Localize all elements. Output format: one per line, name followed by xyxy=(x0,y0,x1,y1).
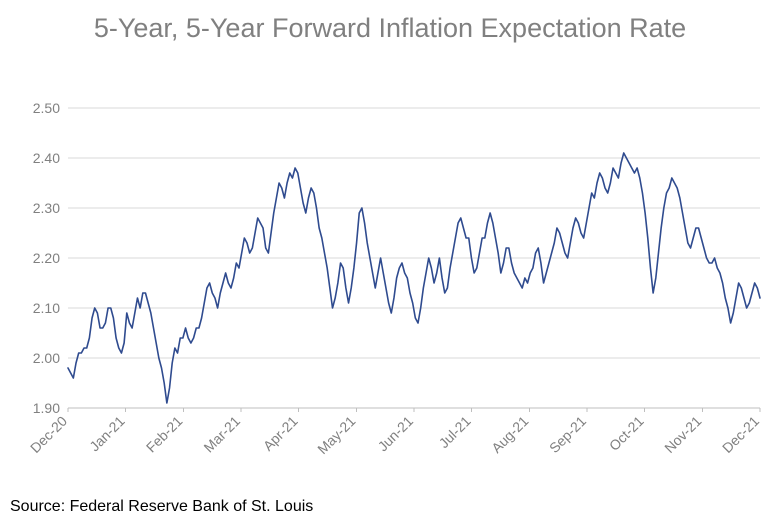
x-tick-label: Feb-21 xyxy=(143,413,186,456)
x-tick-label: Apr-21 xyxy=(260,413,301,454)
x-tick-label: Nov-21 xyxy=(661,413,704,456)
y-tick-label: 2.00 xyxy=(33,350,60,366)
chart-title: 5-Year, 5-Year Forward Inflation Expecta… xyxy=(0,0,780,46)
x-tick-label: Aug-21 xyxy=(488,413,531,456)
x-tick-label: Jan-21 xyxy=(86,413,128,455)
x-tick-label: Dec-21 xyxy=(719,413,762,456)
y-tick-label: 2.30 xyxy=(33,200,60,216)
chart-svg: 1.90 2.00 2.10 2.20 2.30 2.40 2.50 Dec-20 Jan-21… xyxy=(10,100,770,480)
y-tick-label: 2.40 xyxy=(33,150,60,166)
chart-container: 5-Year, 5-Year Forward Inflation Expecta… xyxy=(0,0,780,524)
y-tick-label: 2.20 xyxy=(33,250,60,266)
series-line xyxy=(68,153,760,403)
x-tick-label: Mar-21 xyxy=(200,413,243,456)
x-tick-label: Sep-21 xyxy=(546,413,589,456)
x-tick-label: May-21 xyxy=(314,413,358,457)
x-tick-label: Jul-21 xyxy=(436,413,474,451)
chart-plot-area: 1.90 2.00 2.10 2.20 2.30 2.40 2.50 Dec-20 Jan-21… xyxy=(10,100,770,480)
y-tick-label: 2.10 xyxy=(33,300,60,316)
source-attribution: Source: Federal Reserve Bank of St. Loui… xyxy=(10,498,313,516)
x-tick-label: Dec-20 xyxy=(27,413,70,456)
x-tick-label: Oct-21 xyxy=(606,413,647,454)
x-tick-label: Jun-21 xyxy=(375,413,417,455)
y-tick-label: 1.90 xyxy=(33,400,60,416)
y-tick-label: 2.50 xyxy=(33,100,60,116)
